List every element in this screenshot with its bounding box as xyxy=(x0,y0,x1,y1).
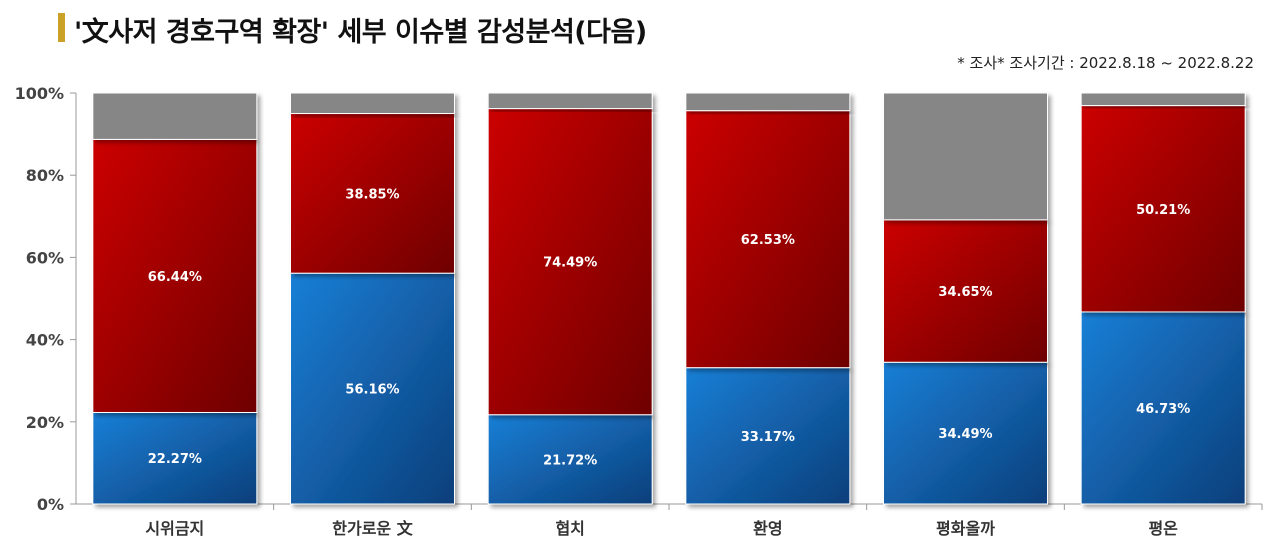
data-label: 38.85% xyxy=(345,187,399,202)
bar-segment xyxy=(685,92,851,112)
bar-segment xyxy=(685,367,851,505)
data-label: 62.53% xyxy=(741,233,795,248)
bar-segment xyxy=(1080,92,1246,107)
data-label: 22.27% xyxy=(148,452,202,467)
y-tick-label: 0% xyxy=(37,495,64,514)
bar-segment xyxy=(883,361,1048,505)
category-label: 평화올까 xyxy=(936,519,995,538)
bar-segment xyxy=(290,113,455,274)
bar-segment xyxy=(1080,311,1246,505)
data-label: 21.72% xyxy=(543,453,597,468)
data-label: 34.65% xyxy=(938,285,992,300)
data-label: 74.49% xyxy=(543,256,597,271)
category-label: 한가로운 文 xyxy=(332,519,413,538)
bar-segment xyxy=(883,219,1048,363)
bar-segment xyxy=(487,92,653,110)
data-label: 33.17% xyxy=(741,430,795,445)
chart-subtitle: * 조사* 조사기간 : 2022.8.18 ~ 2022.8.22 xyxy=(957,54,1254,72)
bar-segment xyxy=(92,138,258,413)
y-tick-label: 60% xyxy=(26,248,64,267)
bar-segment xyxy=(290,92,455,115)
y-tick-label: 80% xyxy=(26,166,64,185)
bar-segment xyxy=(685,110,851,369)
title-accent-bar xyxy=(58,13,65,42)
bar-segment xyxy=(290,272,455,505)
category-label: 협치 xyxy=(555,519,584,538)
y-tick-label: 40% xyxy=(26,331,64,350)
data-label: 34.49% xyxy=(938,427,992,442)
data-label: 46.73% xyxy=(1136,402,1190,417)
bar-segment xyxy=(92,92,258,140)
data-label: 66.44% xyxy=(148,270,202,285)
category-label: 시위금지 xyxy=(145,519,204,538)
bar-segment xyxy=(487,414,653,505)
bar-segment xyxy=(1080,105,1246,313)
bar-segment xyxy=(487,108,653,416)
chart-title: '文사저 경호구역 확장' 세부 이슈별 감성분석(다음) xyxy=(74,17,647,48)
data-label: 56.16% xyxy=(345,383,399,398)
y-tick-label: 20% xyxy=(26,413,64,432)
category-label: 환영 xyxy=(753,519,782,538)
category-label: 평온 xyxy=(1148,519,1178,538)
bar-segment xyxy=(883,92,1048,221)
y-tick-label: 100% xyxy=(15,84,64,103)
bar-segment xyxy=(92,411,258,505)
data-label: 50.21% xyxy=(1136,203,1190,218)
